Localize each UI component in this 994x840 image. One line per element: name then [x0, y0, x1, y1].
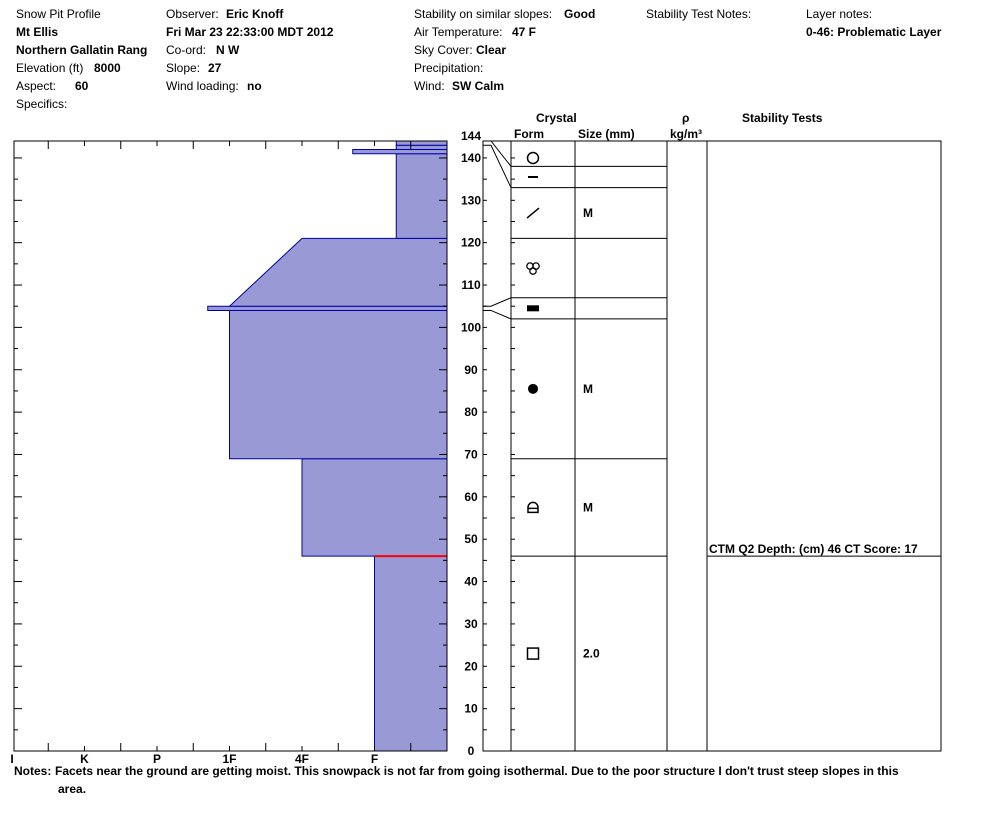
air-temp-label: Air Temperature: — [414, 25, 503, 39]
hardness-layer-5 — [395, 153, 448, 239]
range-name: Northern Gallatin Rang — [16, 43, 148, 57]
wind-label: Wind: — [414, 79, 445, 93]
hardness-layer-3 — [207, 305, 448, 311]
height-label: 40 — [464, 575, 478, 589]
stability-label: Stability on similar slopes: — [414, 7, 553, 21]
crystal-decomposing-icon — [526, 207, 540, 219]
location-name: Mt Ellis — [16, 25, 59, 39]
precipitation-label: Precipitation: — [414, 61, 484, 75]
crystal-size-label: M — [583, 382, 593, 396]
hardness-layer-6 — [352, 148, 448, 155]
height-label: 70 — [464, 447, 478, 461]
crystal-faceted-icon — [526, 647, 540, 660]
stability-test-notes-label: Stability Test Notes: — [646, 7, 752, 21]
crystal-size-label: 2.0 — [583, 647, 600, 661]
coord-label: Co-ord: — [166, 43, 207, 57]
elevation-label: Elevation (ft) — [16, 61, 84, 75]
boundary-leader — [483, 309, 512, 320]
hardness-layer-4 — [228, 237, 448, 307]
height-label: 90 — [464, 363, 478, 377]
hardness-label-k: K — [80, 752, 89, 766]
layer-notes-value: 0-46: Problematic Layer — [806, 25, 942, 39]
stability-test-result: CTM Q2 Depth: (cm) 46 CT Score: 17 — [709, 542, 918, 556]
sky-cover-value: Clear — [476, 43, 507, 57]
layer-table-frame — [482, 140, 942, 752]
crystal-size-label: M — [583, 500, 593, 514]
specifics-label: Specifics: — [16, 97, 68, 111]
layer-notes-label: Layer notes: — [806, 7, 873, 21]
hardness-layer-2 — [229, 309, 448, 460]
notes-label: Notes: — [14, 764, 52, 778]
boundary-leader — [483, 297, 512, 307]
hardness-plot-frame — [13, 140, 448, 752]
hardness-label-i: I — [10, 752, 13, 766]
height-label: 50 — [464, 532, 478, 546]
height-label: 10 — [464, 702, 478, 716]
aspect-value: 60 — [75, 79, 89, 93]
height-label: 60 — [464, 490, 478, 504]
form-header: Form — [514, 127, 544, 141]
aspect-label: Aspect: — [16, 79, 57, 93]
height-label: 140 — [461, 151, 481, 165]
crystal-crust-icon — [527, 305, 539, 312]
sky-cover-label: Sky Cover: — [414, 43, 473, 57]
stability-tests-header: Stability Tests — [742, 111, 823, 125]
slope-label: Slope: — [166, 61, 201, 75]
crystal-header: Crystal — [536, 111, 577, 125]
hardness-label-4f: 4F — [295, 752, 309, 766]
hardness-layer-7 — [395, 144, 448, 150]
stability-value: Good — [564, 7, 596, 21]
observation-date: Fri Mar 23 22:33:00 MDT 2012 — [166, 25, 334, 39]
hardness-label-p: P — [153, 752, 161, 766]
size-header: Size (mm) — [578, 127, 635, 141]
hardness-label-f: F — [371, 752, 378, 766]
notes-line-1: Facets near the ground are getting moist… — [55, 764, 899, 778]
boundary-leader — [483, 144, 512, 188]
hardness-layer-8 — [395, 140, 448, 146]
density-unit-header: kg/m³ — [670, 127, 703, 141]
hardness-layer-1 — [301, 458, 448, 557]
height-label: 144 — [461, 129, 481, 143]
hardness-layer-0 — [374, 555, 448, 752]
height-label: 110 — [461, 278, 481, 292]
crystal-rounded-icon — [528, 383, 538, 394]
crystal-new-snow-icon — [526, 151, 540, 165]
observer-value: Eric Knoff — [226, 7, 284, 21]
slope-value: 27 — [208, 61, 222, 75]
height-label: 120 — [461, 236, 481, 250]
elevation-value: 8000 — [94, 61, 121, 75]
wind-loading-label: Wind loading: — [166, 79, 239, 93]
height-label: 130 — [461, 193, 481, 207]
height-label: 20 — [464, 659, 478, 673]
height-label: 30 — [464, 617, 478, 631]
observer-label: Observer: — [166, 7, 219, 21]
hardness-label-1f: 1F — [222, 752, 236, 766]
crystal-size-label: M — [583, 206, 593, 220]
wind-loading-value: no — [247, 79, 262, 93]
crystal-graupel-icon — [529, 267, 537, 275]
notes-line-2: area. — [58, 782, 87, 796]
height-label: 80 — [464, 405, 478, 419]
height-label: 100 — [461, 320, 481, 334]
boundary-leader — [483, 140, 512, 167]
air-temp-value: 47 F — [512, 25, 537, 39]
wind-value: SW Calm — [452, 79, 505, 93]
crystal-rounding-faceted-icon — [527, 501, 539, 514]
rho-header: ρ — [682, 111, 690, 125]
pit-title: Snow Pit Profile — [16, 7, 101, 21]
height-label: 0 — [468, 744, 475, 758]
coord-value: N W — [216, 43, 240, 57]
